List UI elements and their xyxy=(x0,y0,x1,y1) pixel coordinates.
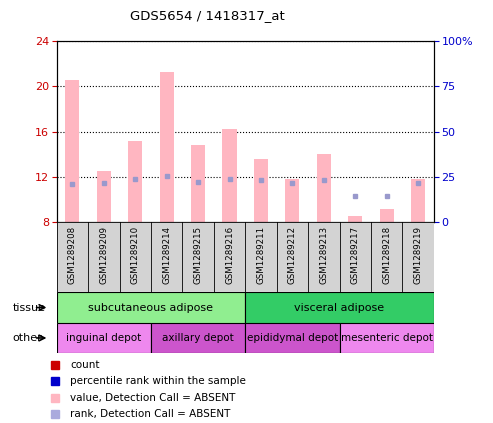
Bar xyxy=(57,222,88,292)
Text: percentile rank within the sample: percentile rank within the sample xyxy=(70,376,246,386)
Bar xyxy=(151,323,245,353)
Text: epididymal depot: epididymal depot xyxy=(247,333,338,343)
Text: GSM1289219: GSM1289219 xyxy=(414,226,423,284)
Text: GSM1289217: GSM1289217 xyxy=(351,226,360,284)
Bar xyxy=(380,209,394,222)
Text: visceral adipose: visceral adipose xyxy=(294,302,385,313)
Bar xyxy=(245,292,434,323)
Text: GSM1289211: GSM1289211 xyxy=(256,226,266,284)
Bar xyxy=(160,72,174,222)
Text: GSM1289209: GSM1289209 xyxy=(99,226,108,284)
Text: rank, Detection Call = ABSENT: rank, Detection Call = ABSENT xyxy=(70,409,230,419)
Text: axillary depot: axillary depot xyxy=(162,333,234,343)
Bar xyxy=(191,145,205,222)
Bar xyxy=(317,154,331,222)
Text: GSM1289208: GSM1289208 xyxy=(68,226,77,284)
Text: other: other xyxy=(12,333,42,343)
Bar xyxy=(371,222,402,292)
Bar xyxy=(308,222,340,292)
Bar xyxy=(97,171,111,222)
Text: GDS5654 / 1418317_at: GDS5654 / 1418317_at xyxy=(130,8,284,22)
Bar xyxy=(88,222,119,292)
Bar xyxy=(119,222,151,292)
Bar xyxy=(57,292,245,323)
Text: value, Detection Call = ABSENT: value, Detection Call = ABSENT xyxy=(70,393,236,403)
Text: inguinal depot: inguinal depot xyxy=(66,333,141,343)
Bar xyxy=(340,222,371,292)
Bar xyxy=(245,222,277,292)
Text: GSM1289210: GSM1289210 xyxy=(131,226,140,284)
Bar xyxy=(128,141,142,222)
Bar xyxy=(222,129,237,222)
Text: GSM1289212: GSM1289212 xyxy=(288,226,297,284)
Bar xyxy=(214,222,246,292)
Bar xyxy=(285,179,299,222)
Bar xyxy=(348,216,362,222)
Bar xyxy=(57,323,151,353)
Text: mesenteric depot: mesenteric depot xyxy=(341,333,433,343)
Text: subcutaneous adipose: subcutaneous adipose xyxy=(88,302,213,313)
Bar xyxy=(411,179,425,222)
Bar xyxy=(245,323,340,353)
Bar xyxy=(277,222,308,292)
Bar xyxy=(340,323,434,353)
Bar xyxy=(402,222,434,292)
Text: GSM1289215: GSM1289215 xyxy=(194,226,203,284)
Bar xyxy=(66,80,79,222)
Text: GSM1289213: GSM1289213 xyxy=(319,226,328,284)
Text: GSM1289216: GSM1289216 xyxy=(225,226,234,284)
Text: GSM1289214: GSM1289214 xyxy=(162,226,171,284)
Bar xyxy=(151,222,182,292)
Text: count: count xyxy=(70,360,100,370)
Bar xyxy=(182,222,214,292)
Text: GSM1289218: GSM1289218 xyxy=(382,226,391,284)
Bar xyxy=(254,159,268,222)
Text: tissue: tissue xyxy=(12,302,45,313)
